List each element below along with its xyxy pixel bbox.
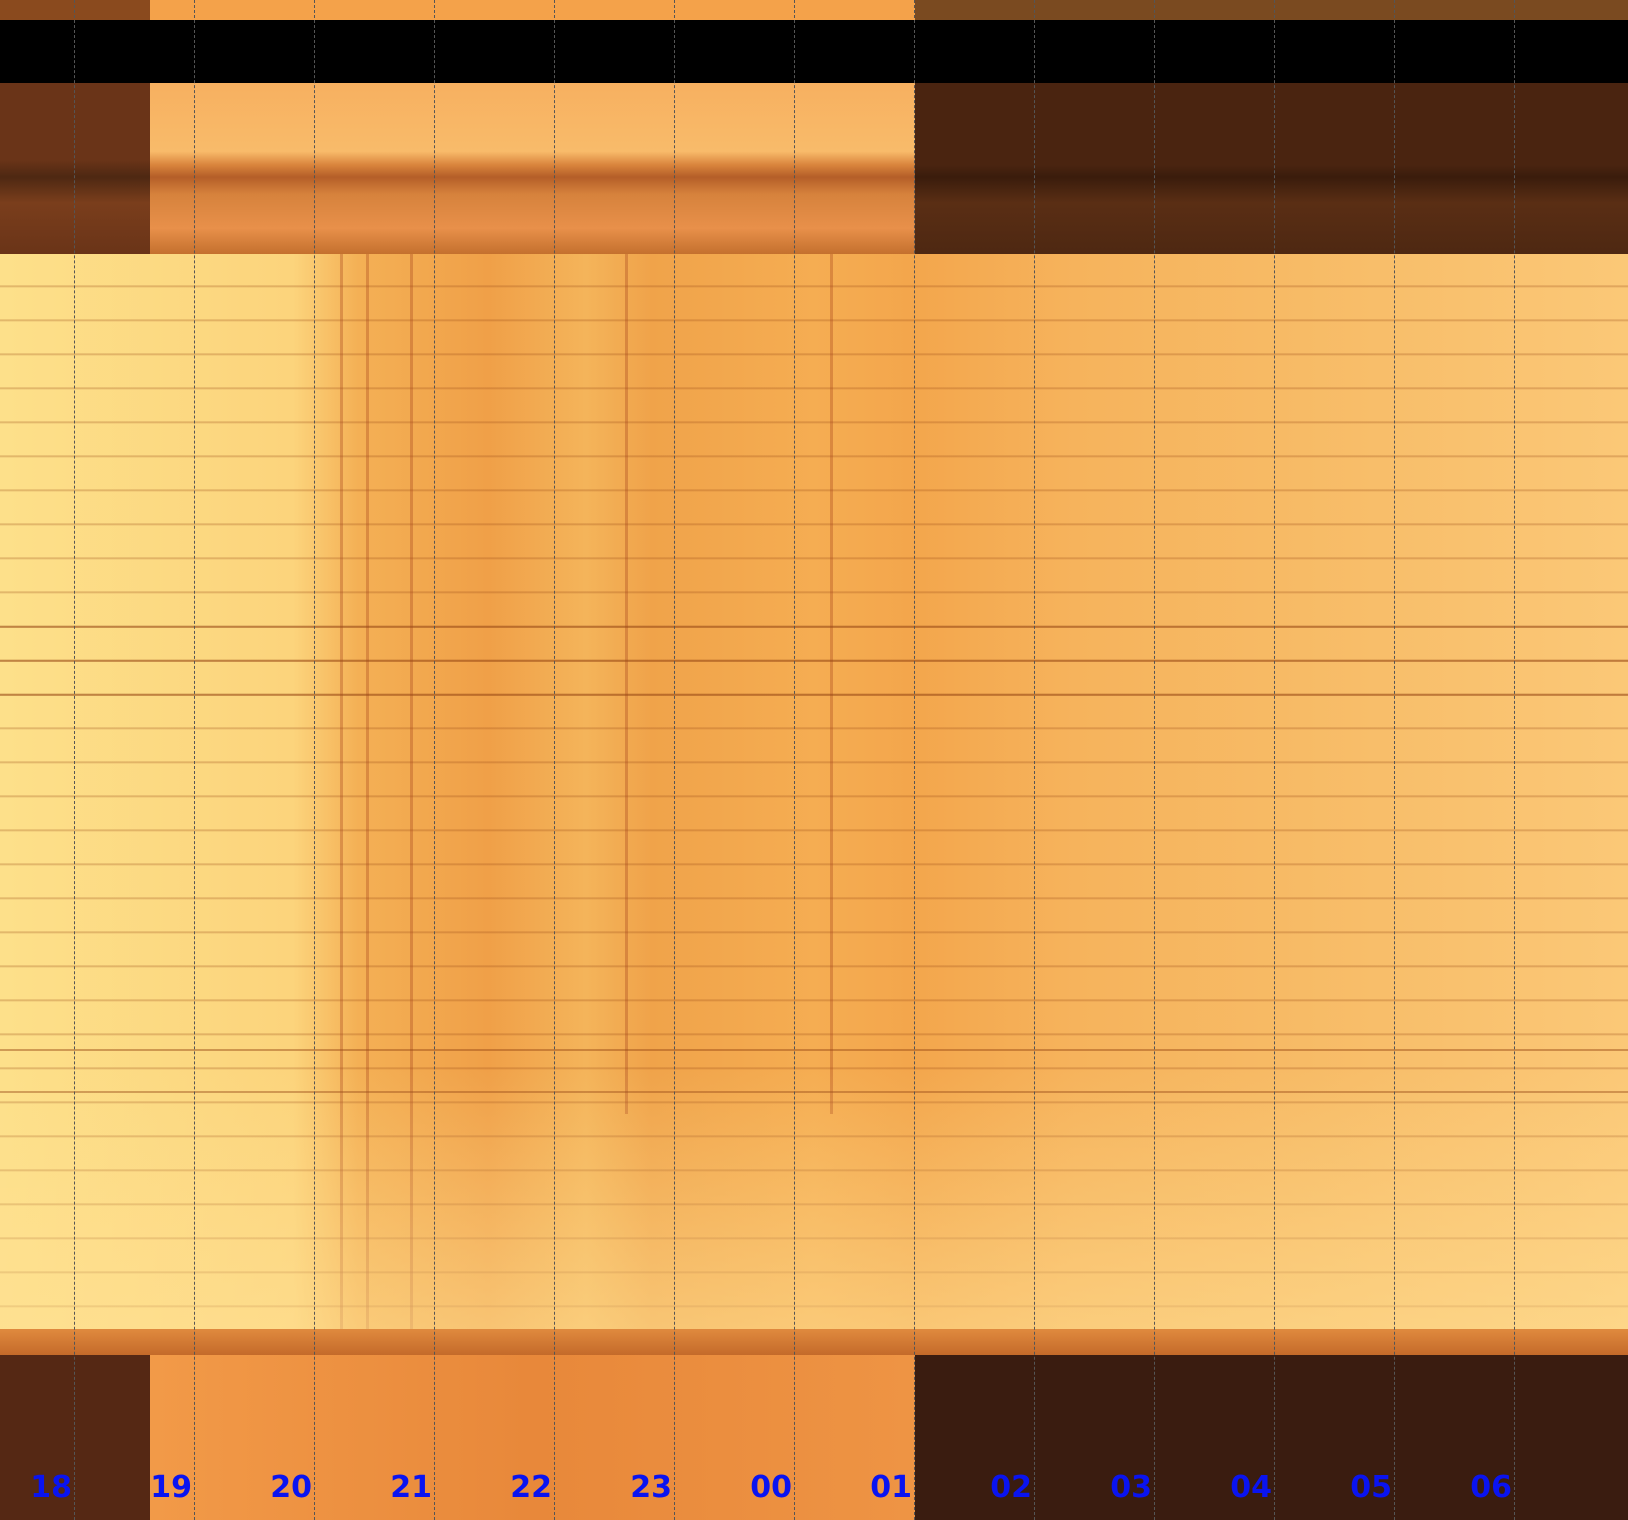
x-tick-label: 19 bbox=[150, 1470, 192, 1505]
x-tick-label: 06 bbox=[1470, 1470, 1512, 1505]
x-tick-label: 22 bbox=[510, 1470, 552, 1505]
x-tick-label: 01 bbox=[870, 1470, 912, 1505]
gridline bbox=[74, 0, 75, 1520]
lower-band bbox=[0, 1329, 1628, 1355]
streak bbox=[366, 254, 369, 1329]
gridline bbox=[314, 0, 315, 1520]
x-tick-label: 23 bbox=[630, 1470, 672, 1505]
gridline bbox=[1514, 0, 1515, 1520]
gridline bbox=[794, 0, 795, 1520]
gridline bbox=[914, 0, 915, 1520]
streak bbox=[830, 254, 833, 1114]
gridline bbox=[1394, 0, 1395, 1520]
x-tick-label: 18 bbox=[30, 1470, 72, 1505]
streak bbox=[340, 254, 343, 1329]
spectral-line bbox=[0, 1091, 1628, 1093]
spectral-line bbox=[0, 626, 1628, 628]
upper-band-left bbox=[0, 83, 150, 254]
bottom-left bbox=[0, 1355, 150, 1520]
spectral-line bbox=[0, 694, 1628, 696]
gridline bbox=[194, 0, 195, 1520]
x-tick-label: 20 bbox=[270, 1470, 312, 1505]
x-tick-label: 21 bbox=[390, 1470, 432, 1505]
upper-band-middle bbox=[150, 83, 915, 254]
streak bbox=[410, 254, 413, 1329]
gridline bbox=[1154, 0, 1155, 1520]
black-band bbox=[0, 20, 1628, 83]
x-tick-label: 00 bbox=[750, 1470, 792, 1505]
x-tick-label: 02 bbox=[990, 1470, 1032, 1505]
top-strip-middle bbox=[150, 0, 915, 20]
bottom-right bbox=[915, 1355, 1628, 1520]
gridline bbox=[1034, 0, 1035, 1520]
spectral-line bbox=[0, 1049, 1628, 1051]
x-tick-label: 04 bbox=[1230, 1470, 1272, 1505]
gridline bbox=[434, 0, 435, 1520]
streak bbox=[625, 254, 628, 1114]
x-tick-label: 03 bbox=[1110, 1470, 1152, 1505]
heatmap-main bbox=[0, 254, 1628, 1329]
x-tick-label: 05 bbox=[1350, 1470, 1392, 1505]
spectral-line bbox=[0, 660, 1628, 662]
top-strip-right bbox=[915, 0, 1628, 20]
bottom-middle bbox=[150, 1355, 915, 1520]
gridline bbox=[674, 0, 675, 1520]
gridline bbox=[554, 0, 555, 1520]
upper-band-right bbox=[915, 83, 1628, 254]
top-strip-left bbox=[0, 0, 150, 20]
gridline bbox=[1274, 0, 1275, 1520]
